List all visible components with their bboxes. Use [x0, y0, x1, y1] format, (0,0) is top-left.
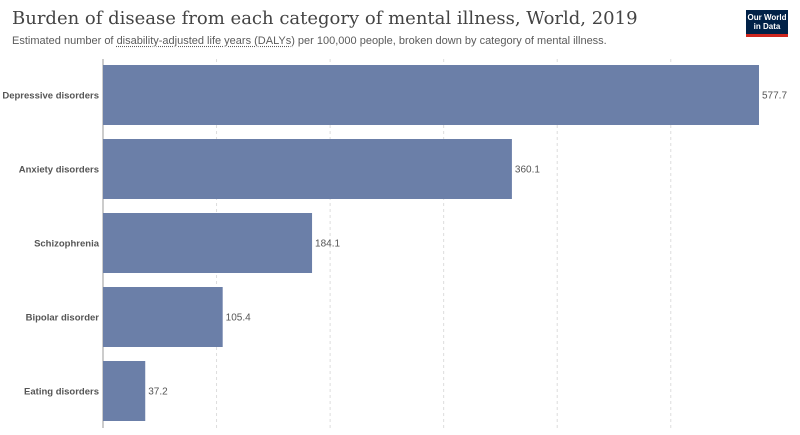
category-label-3: Bipolar disorder: [26, 313, 100, 324]
category-label-2: Schizophrenia: [34, 239, 100, 250]
chart-title: Burden of disease from each category of …: [12, 8, 638, 29]
chart-subtitle: Estimated number of disability-adjusted …: [12, 35, 607, 47]
logo-line-1: Our World: [747, 13, 787, 22]
subtitle-prefix: Estimated number of: [12, 35, 117, 47]
value-label-0: 577.7: [762, 91, 787, 102]
value-label-4: 37.2: [148, 387, 168, 398]
value-label-2: 184.1: [315, 239, 340, 250]
owid-logo[interactable]: Our World in Data: [746, 10, 788, 37]
value-label-1: 360.1: [515, 165, 540, 176]
dalys-link[interactable]: disability-adjusted life years (DALYs): [116, 35, 295, 47]
bar-4: [103, 361, 146, 421]
bar-0: [103, 65, 759, 125]
logo-line-2: in Data: [753, 22, 781, 31]
bar-3: [103, 287, 223, 347]
bar-1: [103, 139, 512, 199]
bar-2: [103, 213, 313, 273]
subtitle-suffix: per 100,000 people, broken down by categ…: [294, 35, 607, 47]
category-label-0: Depressive disorders: [2, 91, 99, 102]
value-label-3: 105.4: [226, 313, 251, 324]
category-label-1: Anxiety disorders: [19, 165, 99, 176]
category-label-4: Eating disorders: [24, 387, 99, 398]
